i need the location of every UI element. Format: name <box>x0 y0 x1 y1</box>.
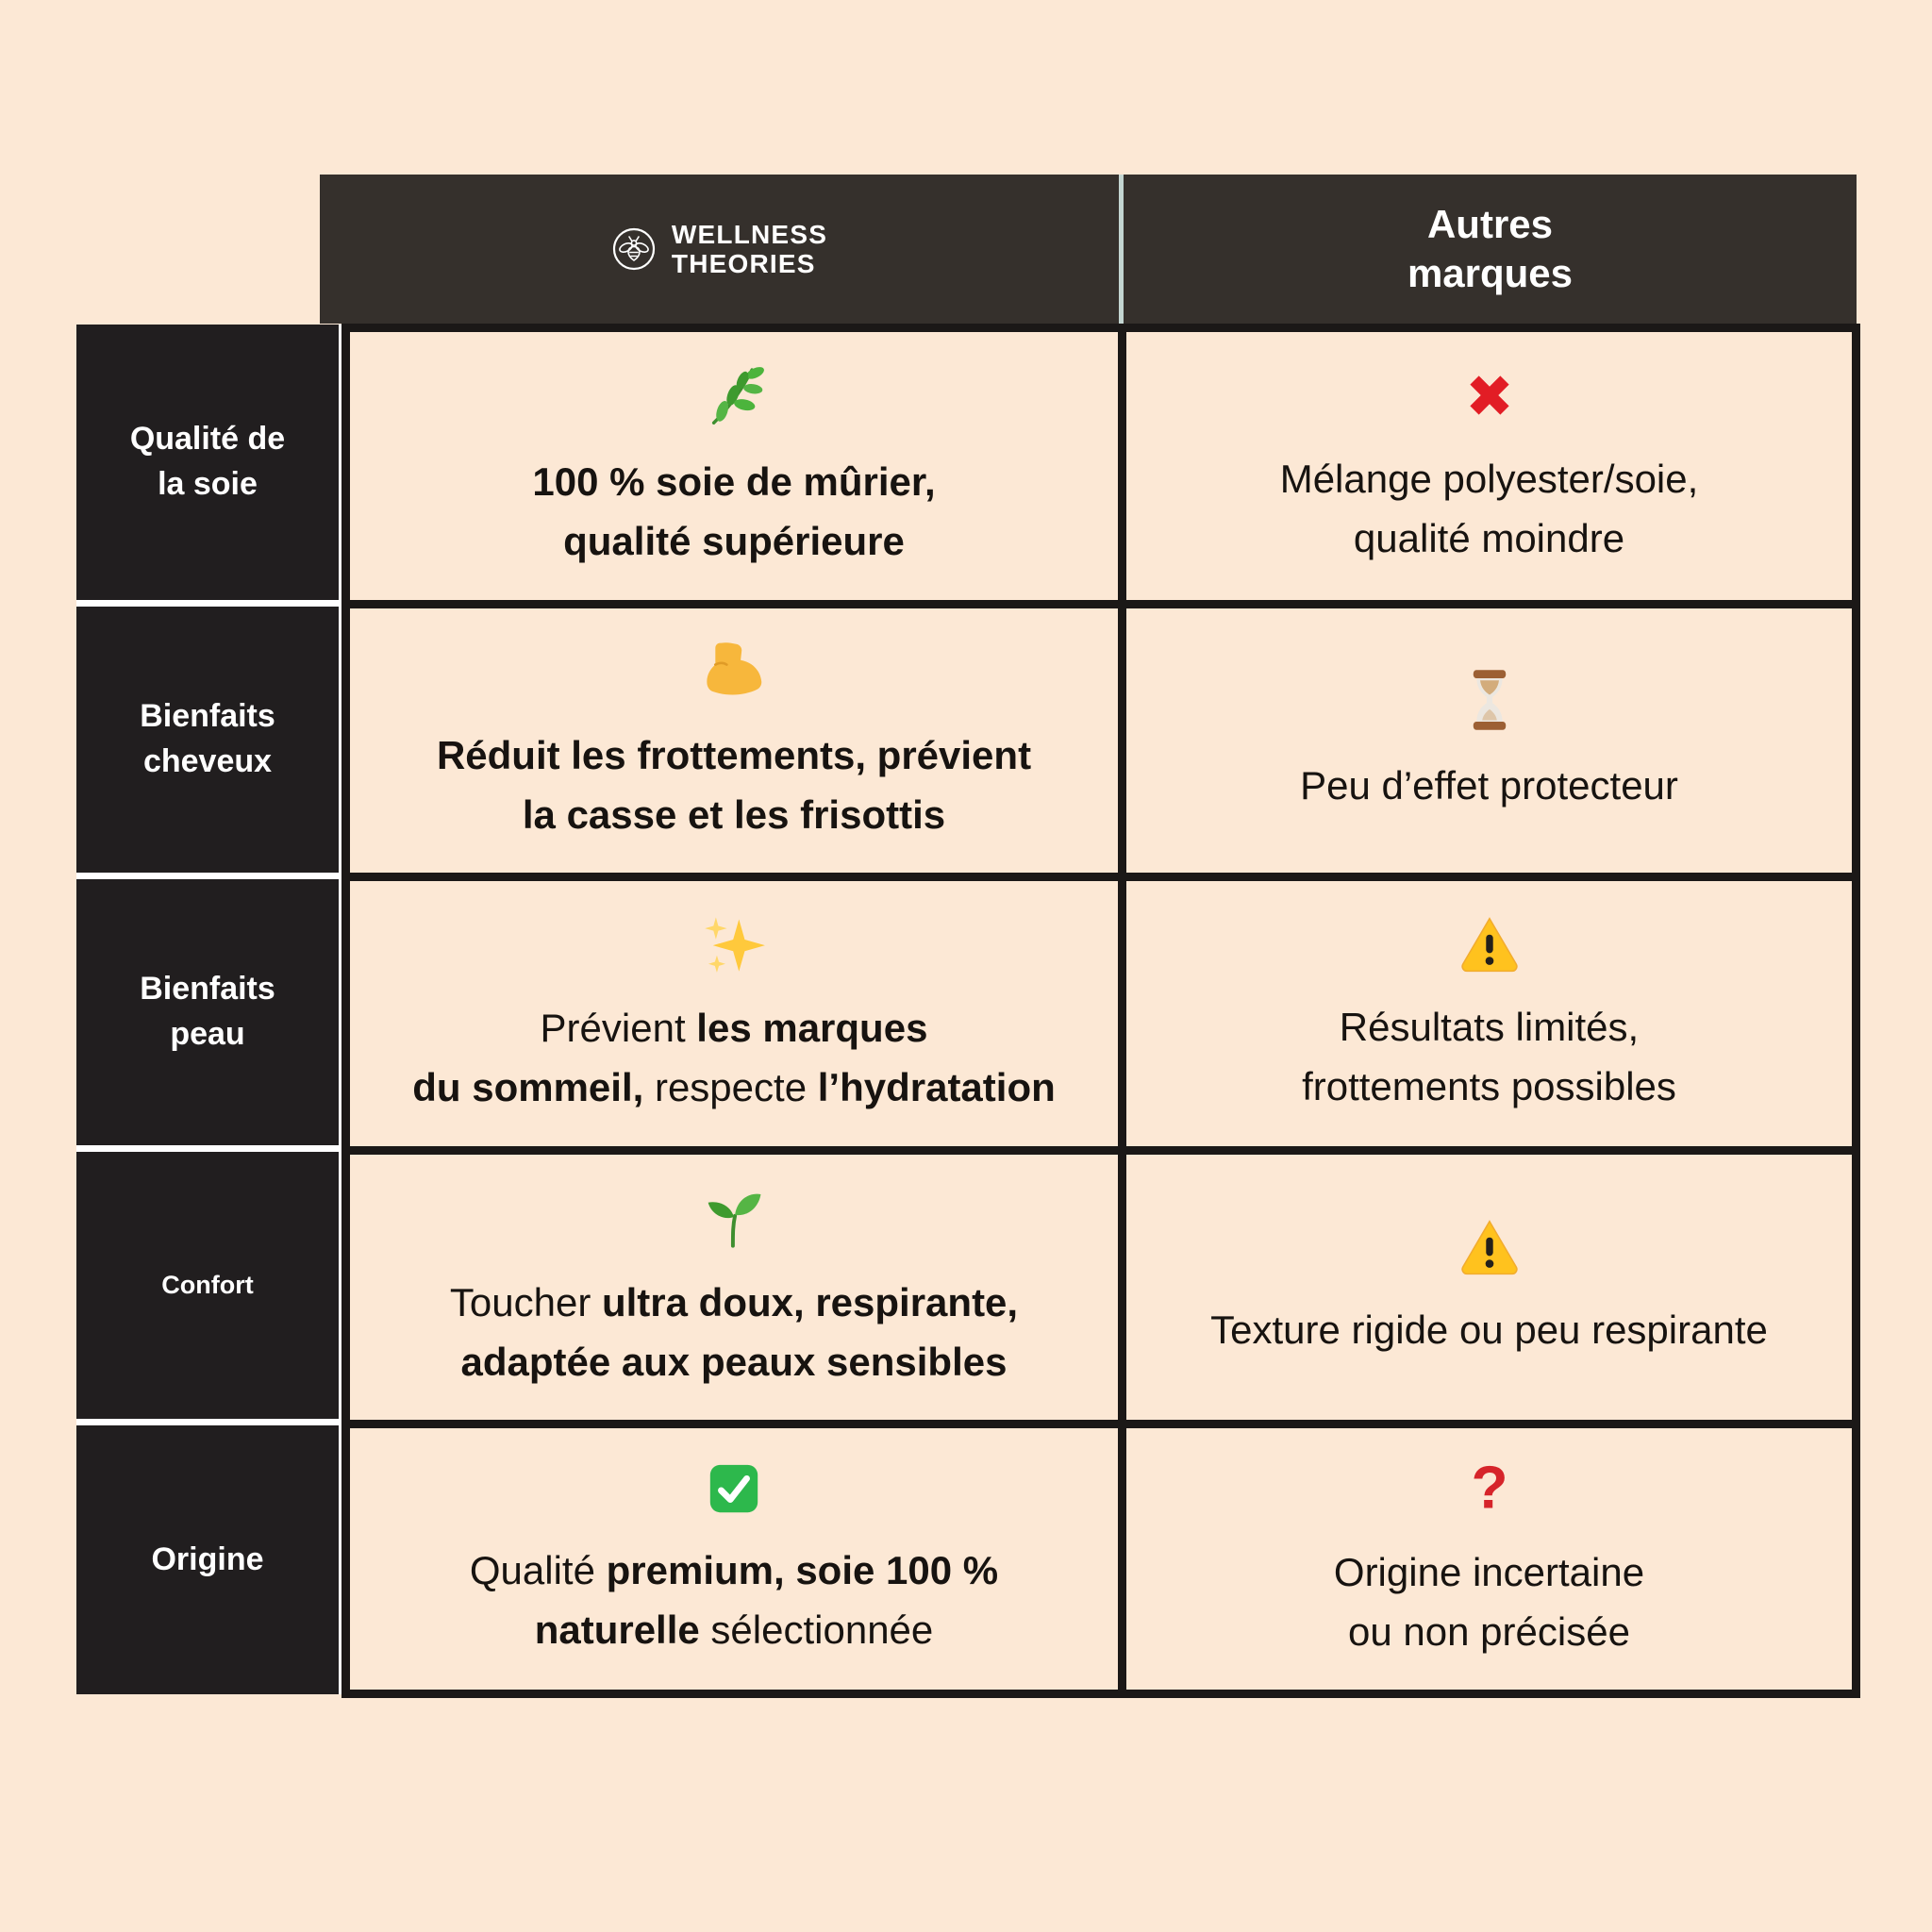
other-brands-cell-qualite-de-la-soie: Mélange polyester/soie, qualité moindre <box>1126 332 1852 600</box>
cell-text-line: qualité moindre <box>1353 516 1625 560</box>
row-label-line: cheveux <box>142 743 273 779</box>
hourglass-icon <box>1462 667 1517 733</box>
row-label-line: Confort <box>161 1270 254 1299</box>
cell-text: 100 % soie de mûrier, qualité supérieure <box>532 452 935 571</box>
cell-text-line: naturelle sélectionnée <box>534 1607 934 1652</box>
cell-text: Qualité premium, soie 100 % naturelle sél… <box>470 1541 998 1659</box>
brand-name: WELLNESS THEORIES <box>672 220 827 279</box>
row-label-line: Bienfaits <box>140 698 275 735</box>
biceps-icon <box>701 637 767 703</box>
cell-text-line: Texture rigide ou peu respirante <box>1210 1307 1768 1352</box>
cell-text-line: 100 % soie de mûrier, <box>532 459 936 504</box>
cell-text: Toucher ultra doux, respirante, adaptée a… <box>450 1273 1018 1391</box>
comparison-grid: 100 % soie de mûrier, qualité supérieure … <box>341 324 1860 1698</box>
cell-text-line: adaptée aux peaux sensibles <box>460 1339 1008 1384</box>
brand-name-line1: WELLNESS <box>671 219 828 249</box>
question-icon: ? <box>1468 1457 1511 1520</box>
warning-icon <box>1458 1215 1521 1277</box>
header-divider <box>1119 175 1124 324</box>
bee-icon <box>611 226 657 272</box>
cell-text-line: Origine incertaine <box>1333 1549 1645 1594</box>
row-label-line: Qualité de <box>129 421 286 458</box>
cell-text: Origine incertaine ou non précisée <box>1334 1542 1644 1661</box>
svg-text:?: ? <box>1471 1457 1507 1520</box>
brand-name-line2: THEORIES <box>671 249 816 278</box>
warning-icon <box>1458 912 1521 974</box>
brand-cell-confort: Toucher ultra doux, respirante, adaptée a… <box>350 1155 1118 1420</box>
table-header-row: WELLNESS THEORIES Autres marques <box>320 175 1857 324</box>
row-label-bienfaits-cheveux: Bienfaits cheveux <box>76 607 339 873</box>
row-label-line: Bienfaits <box>140 971 275 1008</box>
brand-cell-bienfaits-cheveux: Réduit les frottements, prévient la casse… <box>350 608 1118 873</box>
cell-text-line: Peu d’effet protecteur <box>1300 762 1678 808</box>
other-brands-cell-confort: Texture rigide ou peu respirante <box>1126 1155 1852 1420</box>
brand-cell-qualite-de-la-soie: 100 % soie de mûrier, qualité supérieure <box>350 332 1118 600</box>
row-label-line: la soie <box>158 466 258 502</box>
row-labels-column: Qualité de la soie Bienfaits cheveux Bienfai… <box>76 325 342 1694</box>
row-label-line: Origine <box>151 1541 264 1577</box>
cell-text-line: Toucher ultra doux, respirante, <box>449 1279 1019 1324</box>
herb-icon <box>700 361 768 429</box>
cell-text: Peu d’effet protecteur <box>1300 756 1678 815</box>
cell-text: Résultats limités, frottements possibles <box>1302 997 1676 1116</box>
brand-header-cell: WELLNESS THEORIES <box>320 175 1119 324</box>
row-label-bienfaits-peau: Bienfaits peau <box>76 879 339 1145</box>
cell-text-line: la casse et les frisottis <box>522 792 946 837</box>
cell-text-line: du sommeil, respecte l’hydratation <box>412 1064 1056 1109</box>
cell-text: Texture rigide ou peu respirante <box>1210 1300 1768 1359</box>
check-icon <box>705 1459 763 1518</box>
row-label-line: peau <box>170 1016 245 1052</box>
competitors-header-line1: Autres <box>1426 201 1554 246</box>
cross-icon <box>1458 364 1521 426</box>
cell-text: Mélange polyester/soie, qualité moindre <box>1280 449 1699 568</box>
cell-text-line: Mélange polyester/soie, <box>1279 457 1699 501</box>
cell-text-line: Réduit les frottements, prévient <box>436 733 1032 777</box>
cell-text-line: Prévient les marques <box>540 1005 928 1050</box>
other-brands-cell-bienfaits-peau: Résultats limités, frottements possibles <box>1126 881 1852 1146</box>
cell-text: Réduit les frottements, prévient la casse… <box>437 725 1031 844</box>
cell-text-line: Qualité premium, soie 100 % <box>469 1547 999 1592</box>
competitors-header-cell: Autres marques <box>1124 175 1857 324</box>
cell-text-line: ou non précisée <box>1348 1608 1630 1654</box>
seedling-icon <box>701 1184 767 1250</box>
cell-text-line: frottements possibles <box>1302 1063 1676 1108</box>
cell-text: Prévient les marques du sommeil, respecte… <box>412 998 1056 1117</box>
other-brands-cell-origine: ? Origine incertaine ou non précisée <box>1126 1428 1852 1690</box>
row-label-origine: Origine <box>76 1425 339 1694</box>
sparkles-icon <box>702 911 766 975</box>
cell-text-line: Résultats limités, <box>1339 1004 1640 1049</box>
competitors-header-line2: marques <box>1407 251 1574 295</box>
row-label-qualite-de-la-soie: Qualité de la soie <box>76 325 339 600</box>
cell-text-line: qualité supérieure <box>563 519 905 563</box>
row-label-confort: Confort <box>76 1152 339 1419</box>
brand-cell-origine: Qualité premium, soie 100 % naturelle sél… <box>350 1428 1118 1690</box>
other-brands-cell-bienfaits-cheveux: Peu d’effet protecteur <box>1126 608 1852 873</box>
brand-cell-bienfaits-peau: Prévient les marques du sommeil, respecte… <box>350 881 1118 1146</box>
